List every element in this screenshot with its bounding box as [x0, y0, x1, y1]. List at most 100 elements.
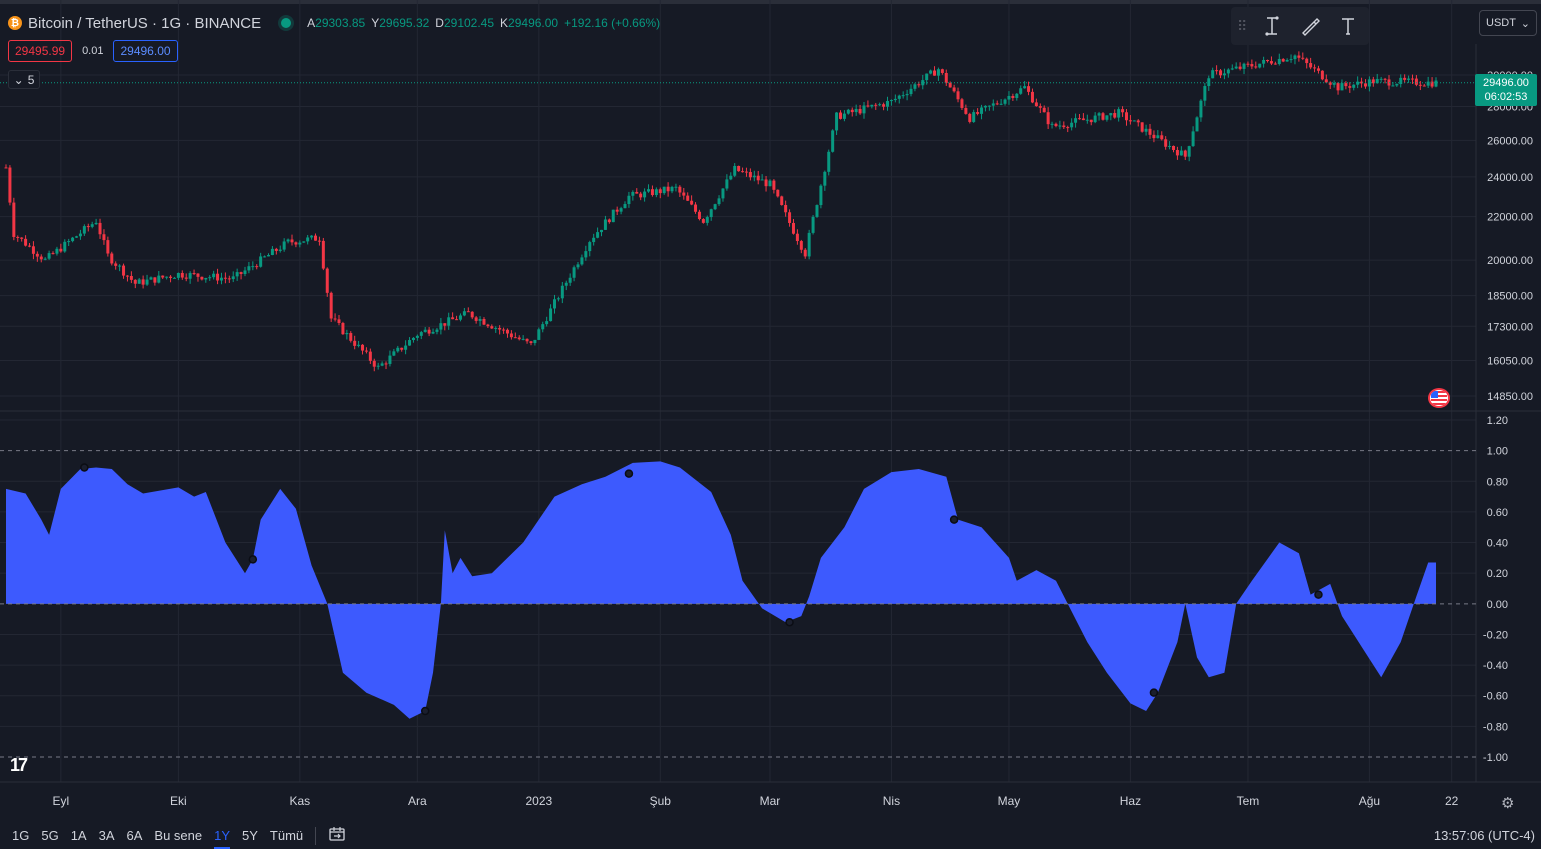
candle: [505, 328, 509, 338]
candle: [255, 264, 259, 270]
candle-body: [1352, 84, 1356, 88]
candle-body: [1195, 117, 1199, 132]
candle-body: [917, 84, 921, 86]
candle: [752, 170, 756, 182]
candle: [631, 190, 635, 201]
candle-body: [1160, 135, 1164, 140]
candle-body: [1093, 115, 1097, 123]
candle: [4, 164, 8, 169]
candle-body: [1124, 112, 1128, 121]
candle-body: [776, 189, 780, 197]
currency-select[interactable]: USDT ⌄: [1479, 10, 1537, 36]
candle: [396, 345, 400, 353]
us-flag-icon[interactable]: [1428, 388, 1450, 408]
candle-body: [635, 191, 639, 194]
range-button-5g[interactable]: 5G: [41, 828, 59, 843]
range-button-all[interactable]: Tümü: [269, 828, 304, 843]
candle: [976, 108, 980, 116]
candle: [502, 327, 506, 334]
tradingview-logo-icon[interactable]: 17: [10, 755, 28, 775]
candle-body: [200, 276, 204, 280]
candle-body: [1242, 63, 1246, 69]
candle-body: [498, 327, 502, 330]
candle: [741, 167, 745, 173]
candle: [129, 271, 133, 284]
candle-body: [858, 108, 862, 114]
candle: [408, 337, 412, 346]
candle: [682, 187, 686, 200]
candle-body: [1301, 57, 1305, 59]
candle: [435, 327, 439, 335]
indicators-collapse-button[interactable]: ⌄ 5: [8, 70, 40, 89]
candle-body: [63, 241, 67, 252]
candle: [936, 67, 940, 81]
candle-body: [584, 251, 588, 258]
cursor-text-icon[interactable]: [1257, 11, 1287, 41]
gear-icon[interactable]: ⚙: [1501, 795, 1515, 812]
range-button-ytd[interactable]: Bu sene: [154, 828, 203, 843]
candle-body: [545, 321, 549, 325]
candle: [678, 185, 682, 197]
candle-body: [549, 308, 553, 322]
bar-countdown: 06:02:53: [1484, 91, 1528, 103]
candle: [1203, 82, 1207, 106]
candle: [1207, 75, 1211, 91]
candle-body: [125, 275, 129, 277]
spread-value: 0.01: [82, 45, 104, 57]
candle: [180, 270, 184, 280]
range-button-3a[interactable]: 3A: [98, 828, 115, 843]
candle-body: [1414, 78, 1418, 85]
candle: [1038, 103, 1042, 114]
osc-tick-label: 1.00: [1487, 446, 1508, 458]
range-button-5y[interactable]: 5Y: [242, 828, 258, 843]
grip-icon[interactable]: ⠿: [1237, 17, 1248, 34]
candle: [529, 340, 533, 346]
candle-body: [1042, 107, 1046, 113]
text-tool-icon[interactable]: [1333, 11, 1363, 41]
candle: [357, 340, 361, 348]
candle: [909, 84, 913, 97]
candle-body: [423, 329, 427, 333]
candle-body: [682, 192, 686, 196]
range-button-1a[interactable]: 1A: [70, 828, 87, 843]
candle-body: [400, 347, 404, 350]
candle-body: [1054, 123, 1058, 127]
candle: [1363, 79, 1367, 89]
candle: [8, 165, 12, 206]
candle: [55, 246, 59, 256]
candle-body: [1422, 85, 1426, 87]
candle-body: [266, 255, 270, 257]
candle: [972, 109, 976, 123]
range-button-1g[interactable]: 1G: [12, 828, 30, 843]
range-button-1y[interactable]: 1Y: [214, 828, 231, 849]
candle: [588, 240, 592, 257]
candle: [462, 307, 466, 317]
candle: [443, 323, 447, 331]
candle-body: [184, 277, 188, 279]
candle-body: [1077, 118, 1081, 120]
timezone-clock[interactable]: 13:57:06 (UTC-4): [1433, 828, 1535, 843]
candle-body: [1418, 84, 1422, 86]
candle: [466, 307, 470, 313]
candle: [1285, 58, 1289, 62]
low-value: 29102.45: [443, 16, 495, 30]
symbol-title[interactable]: Bitcoin / TetherUS · 1G · BINANCE: [28, 14, 262, 32]
buy-price-button[interactable]: 29496.00: [113, 40, 178, 62]
candle-body: [1081, 118, 1085, 121]
candle-body: [1234, 66, 1238, 69]
candle: [1113, 109, 1117, 119]
market-status-icon[interactable]: [281, 18, 292, 28]
sell-price-button[interactable]: 29495.99: [8, 40, 73, 62]
candle-body: [255, 266, 259, 268]
range-button-6a[interactable]: 6A: [126, 828, 143, 843]
brush-icon[interactable]: [1295, 11, 1325, 41]
calendar-range-icon[interactable]: [328, 826, 346, 845]
signal-marker: [1314, 590, 1323, 599]
candle-body: [517, 337, 521, 340]
candle: [12, 197, 16, 241]
candle-body: [462, 311, 466, 316]
candle-body: [1121, 109, 1125, 113]
candle: [415, 334, 419, 341]
candle: [1101, 112, 1105, 121]
